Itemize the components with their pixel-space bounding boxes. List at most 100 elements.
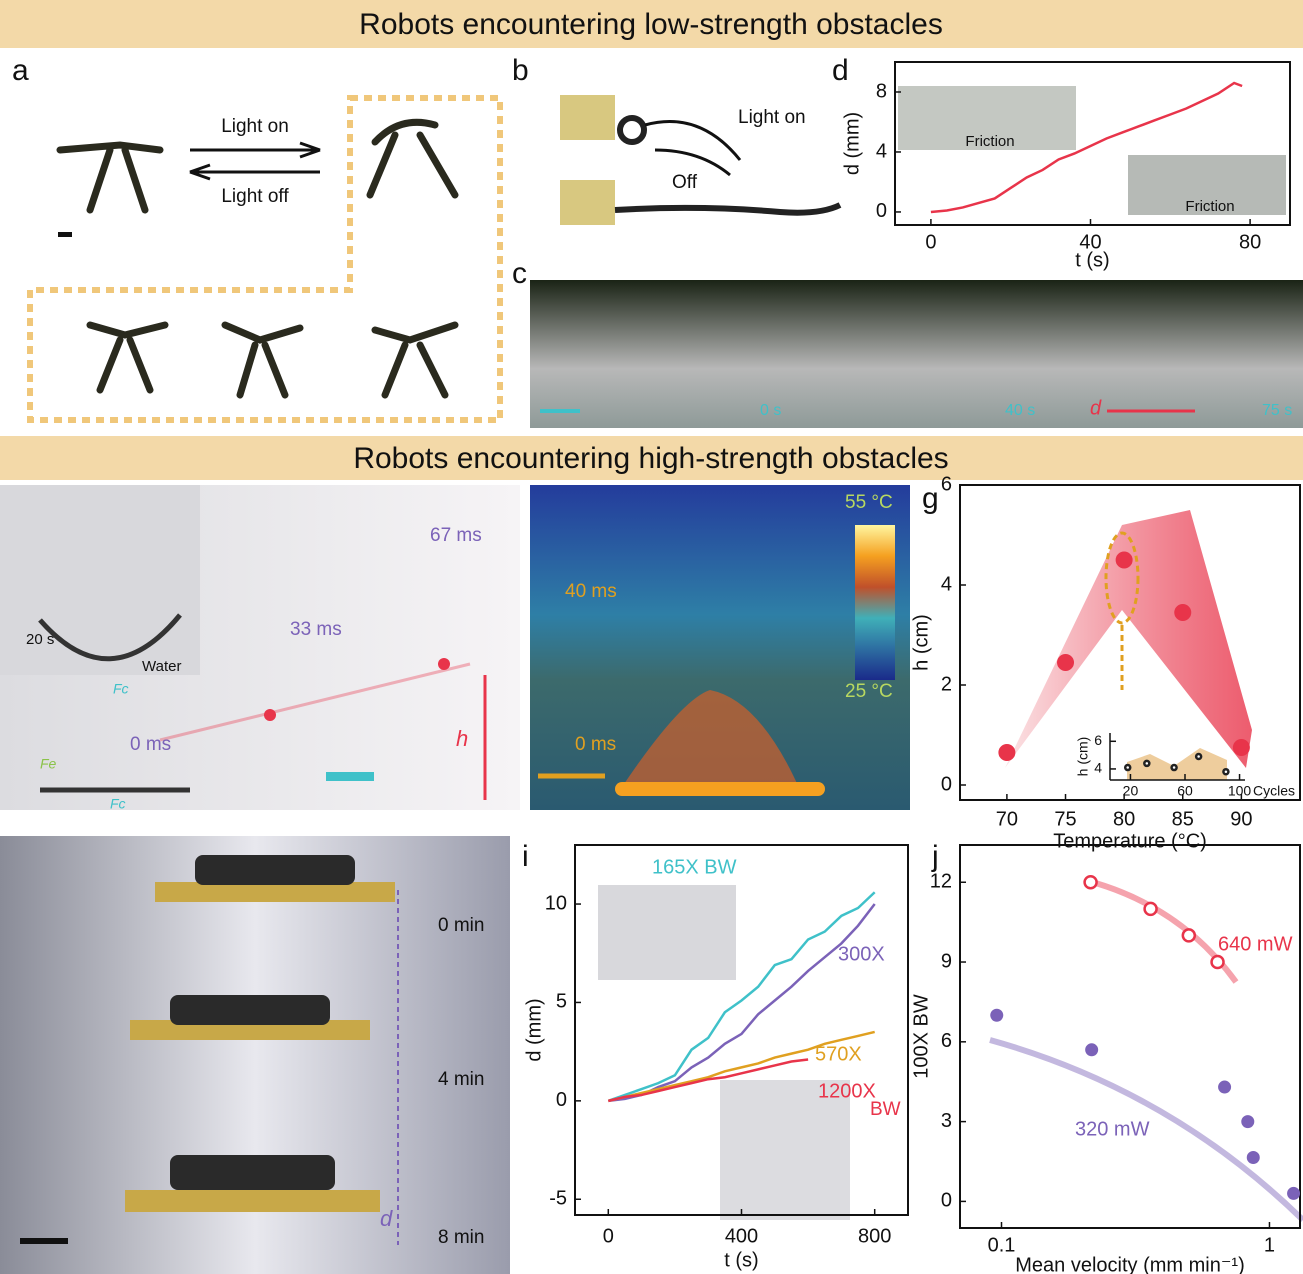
weight: [195, 855, 355, 885]
data-point: [1085, 876, 1097, 888]
series-label: 320 mW: [1075, 1118, 1150, 1140]
y-tick-label: 4: [941, 573, 952, 595]
range-band: [1005, 510, 1252, 768]
y-tick-label: 0: [941, 773, 952, 795]
panel-letter: d: [832, 54, 849, 87]
annotation: 0 s: [760, 402, 781, 419]
data-point: [1172, 765, 1177, 770]
data-point: [1086, 1044, 1098, 1056]
annotation: 55 °C: [845, 492, 893, 513]
y-axis-label: h (cm): [910, 614, 932, 671]
data-point: [1116, 552, 1132, 568]
x-tick-label: 0: [603, 1225, 614, 1247]
x-tick-label: 80: [1239, 231, 1261, 253]
y-tick-label: 8: [876, 80, 887, 102]
photo-object: [615, 205, 840, 213]
y-tick-label: 5: [556, 991, 567, 1013]
annotation: Water: [142, 658, 181, 675]
annotation: 75 s: [1262, 402, 1292, 419]
annotation: Friction: [965, 133, 1014, 150]
y-axis-label: h (cm): [1075, 737, 1091, 777]
x-tick-label: 60: [1177, 783, 1193, 799]
y-tick-label: 0: [876, 200, 887, 222]
data-point: [1144, 761, 1149, 766]
arrow: [190, 143, 320, 157]
y-tick-label: 4: [876, 140, 887, 162]
annotation: 40 s: [1005, 402, 1035, 419]
banner-title: Robots encountering low-strength obstacl…: [359, 8, 943, 41]
plate: [125, 1190, 380, 1212]
y-axis-label: 100X BW: [910, 994, 932, 1079]
x-tick-label: 800: [858, 1225, 891, 1247]
x-axis-label: t (s): [1075, 249, 1109, 271]
x-tick-label: 20: [1123, 783, 1139, 799]
y-tick-label: 0: [556, 1089, 567, 1111]
range-band: [1127, 748, 1227, 780]
y-tick-label: 3: [941, 1110, 952, 1132]
x-tick-label: 0.1: [988, 1234, 1016, 1256]
annotation: 4 min: [438, 1069, 484, 1090]
series-label: 165X BW: [652, 856, 737, 878]
marker: [438, 658, 450, 670]
x-tick-label: 1: [1264, 1234, 1275, 1256]
annotation: 25 °C: [845, 681, 893, 702]
panel-letter: g: [922, 482, 939, 515]
y-tick-label: 6: [1094, 732, 1102, 748]
robot-shapes: [60, 122, 455, 395]
annotation: 40 ms: [565, 581, 617, 602]
panel-letter: b: [512, 54, 529, 87]
scale-bar: [58, 232, 72, 237]
data-point: [1223, 769, 1228, 774]
x-tick-label: 85: [1172, 808, 1194, 830]
annotation: 33 ms: [290, 619, 342, 640]
data-point: [1288, 1187, 1300, 1199]
y-tick-label: 2: [941, 673, 952, 695]
annotation: 8 min: [438, 1227, 484, 1248]
panel-letter: a: [12, 54, 29, 87]
color-bar: [855, 525, 895, 680]
data-point: [1247, 1152, 1259, 1164]
data-point: [1175, 605, 1191, 621]
panel-letter: j: [931, 840, 939, 873]
annotation: 0 ms: [130, 734, 171, 755]
annotation: Light on: [221, 116, 289, 137]
y-tick-label: 0: [941, 1190, 952, 1212]
annotation: 67 ms: [430, 525, 482, 546]
annotation: 20 s: [26, 631, 54, 648]
x-tick-label: 100: [1228, 783, 1252, 799]
series-label: 300X: [838, 943, 885, 965]
data-point: [1183, 929, 1195, 941]
y-tick-label: 10: [545, 892, 567, 914]
y-tick-label: 4: [1094, 760, 1102, 776]
thermal-object: [615, 782, 825, 796]
series-label: 570X: [815, 1043, 862, 1065]
x-tick-label: 400: [725, 1225, 758, 1247]
annotation: Fe: [40, 756, 57, 772]
scale-bar: [20, 1238, 68, 1244]
x-axis-label: Cycles: [1253, 783, 1295, 799]
data-point: [991, 1009, 1003, 1021]
annotation: Fc: [110, 796, 126, 812]
y-tick-label: 6: [941, 1030, 952, 1052]
y-axis-label: d (mm): [841, 112, 863, 175]
scale-bar: [326, 772, 374, 781]
marker: [264, 709, 276, 721]
y-tick-label: 6: [941, 473, 952, 495]
photo-strip: [530, 280, 1303, 428]
y-tick-label: -5: [549, 1188, 567, 1210]
inset-photo: [598, 885, 736, 980]
data-point: [1196, 754, 1201, 759]
series-label: 1200X: [818, 1080, 876, 1102]
y-axis-label: d (mm): [523, 998, 545, 1061]
annotation: d: [1090, 397, 1102, 419]
weight: [170, 995, 330, 1025]
series-label: 640 mW: [1218, 933, 1293, 955]
annotation: Fc: [113, 681, 129, 697]
data-point: [1219, 1081, 1231, 1093]
panel-letter: i: [522, 840, 529, 873]
data-point: [999, 745, 1015, 761]
annotation: 0 ms: [575, 734, 616, 755]
x-tick-label: 80: [1113, 808, 1135, 830]
panel-letter: c: [512, 257, 527, 290]
photo-object: [560, 180, 615, 225]
